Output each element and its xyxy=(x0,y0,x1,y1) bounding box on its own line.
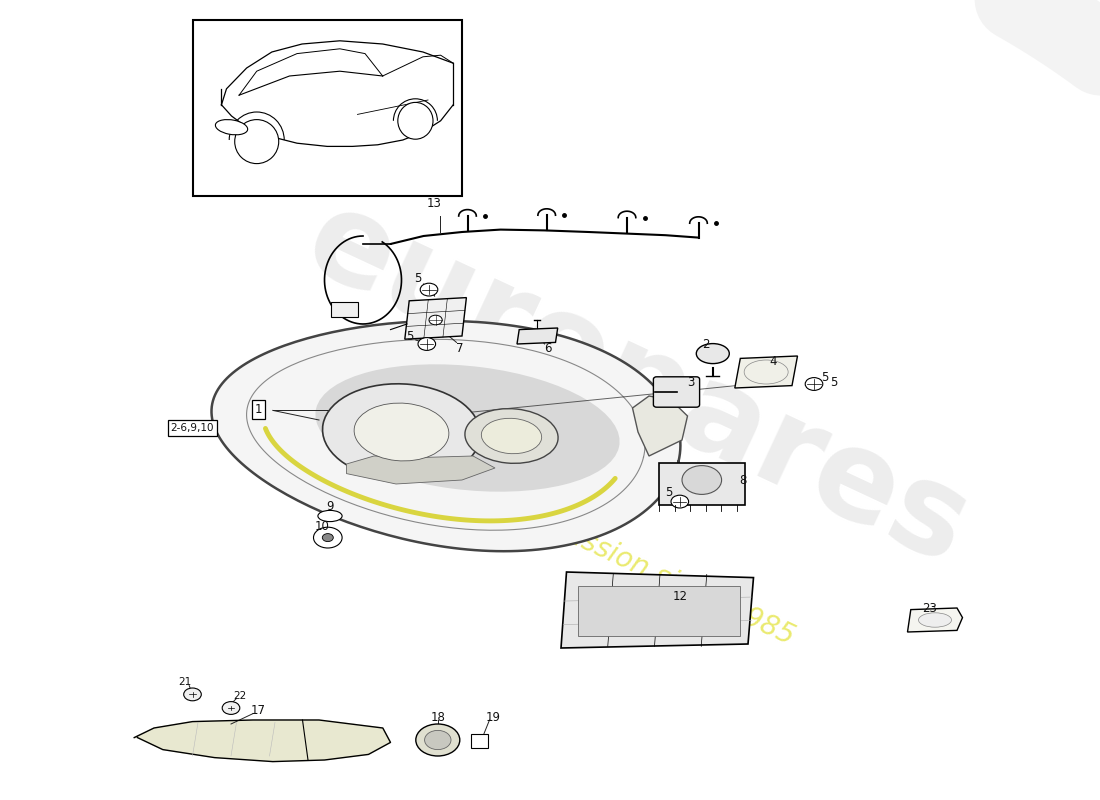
Polygon shape xyxy=(134,720,390,762)
Text: 5: 5 xyxy=(415,272,421,285)
Circle shape xyxy=(425,730,451,750)
Ellipse shape xyxy=(918,613,952,627)
Text: 4: 4 xyxy=(770,355,777,368)
Text: 2-6,9,10: 2-6,9,10 xyxy=(170,423,214,433)
Ellipse shape xyxy=(234,119,278,164)
Ellipse shape xyxy=(482,418,541,454)
Text: 5: 5 xyxy=(666,486,672,498)
Text: 5: 5 xyxy=(407,330,414,342)
FancyBboxPatch shape xyxy=(331,302,358,317)
Ellipse shape xyxy=(354,403,449,461)
Circle shape xyxy=(322,534,333,542)
Polygon shape xyxy=(517,328,558,344)
Bar xyxy=(578,586,740,636)
Polygon shape xyxy=(632,396,688,456)
Ellipse shape xyxy=(696,344,729,363)
Circle shape xyxy=(418,338,436,350)
Circle shape xyxy=(314,527,342,548)
Polygon shape xyxy=(211,321,681,551)
Circle shape xyxy=(420,283,438,296)
Text: 9: 9 xyxy=(327,500,333,513)
FancyBboxPatch shape xyxy=(653,377,700,407)
Circle shape xyxy=(671,495,689,508)
Bar xyxy=(659,463,745,505)
Text: 13: 13 xyxy=(427,197,442,210)
Polygon shape xyxy=(405,298,466,339)
Circle shape xyxy=(184,688,201,701)
Circle shape xyxy=(805,378,823,390)
Circle shape xyxy=(416,724,460,756)
Ellipse shape xyxy=(316,364,619,492)
Text: europares: europares xyxy=(288,178,988,590)
Circle shape xyxy=(222,702,240,714)
Text: 17: 17 xyxy=(251,704,266,717)
Ellipse shape xyxy=(322,384,481,480)
Text: 6: 6 xyxy=(544,342,551,354)
Bar xyxy=(192,20,462,196)
Ellipse shape xyxy=(216,119,248,135)
Polygon shape xyxy=(346,456,495,484)
Text: 22: 22 xyxy=(233,691,246,701)
Text: 5: 5 xyxy=(822,371,828,384)
Text: a passion since 1985: a passion since 1985 xyxy=(521,502,799,650)
Text: 3: 3 xyxy=(688,376,694,389)
Text: 1: 1 xyxy=(255,403,262,416)
Polygon shape xyxy=(735,356,798,388)
Ellipse shape xyxy=(318,510,342,522)
Text: 21: 21 xyxy=(178,678,191,687)
Text: 19: 19 xyxy=(485,711,501,724)
Text: 8: 8 xyxy=(739,474,746,486)
Text: 2: 2 xyxy=(703,338,710,350)
Polygon shape xyxy=(561,572,754,648)
Bar xyxy=(471,734,488,748)
Text: 10: 10 xyxy=(315,520,330,533)
Text: 5: 5 xyxy=(830,376,837,389)
Text: 12: 12 xyxy=(672,590,688,602)
Text: 7: 7 xyxy=(456,342,463,354)
Text: 23: 23 xyxy=(922,602,937,614)
Ellipse shape xyxy=(465,409,558,463)
Polygon shape xyxy=(908,608,962,632)
Circle shape xyxy=(682,466,722,494)
Text: 18: 18 xyxy=(430,711,446,724)
Ellipse shape xyxy=(398,102,433,139)
Circle shape xyxy=(429,315,442,325)
